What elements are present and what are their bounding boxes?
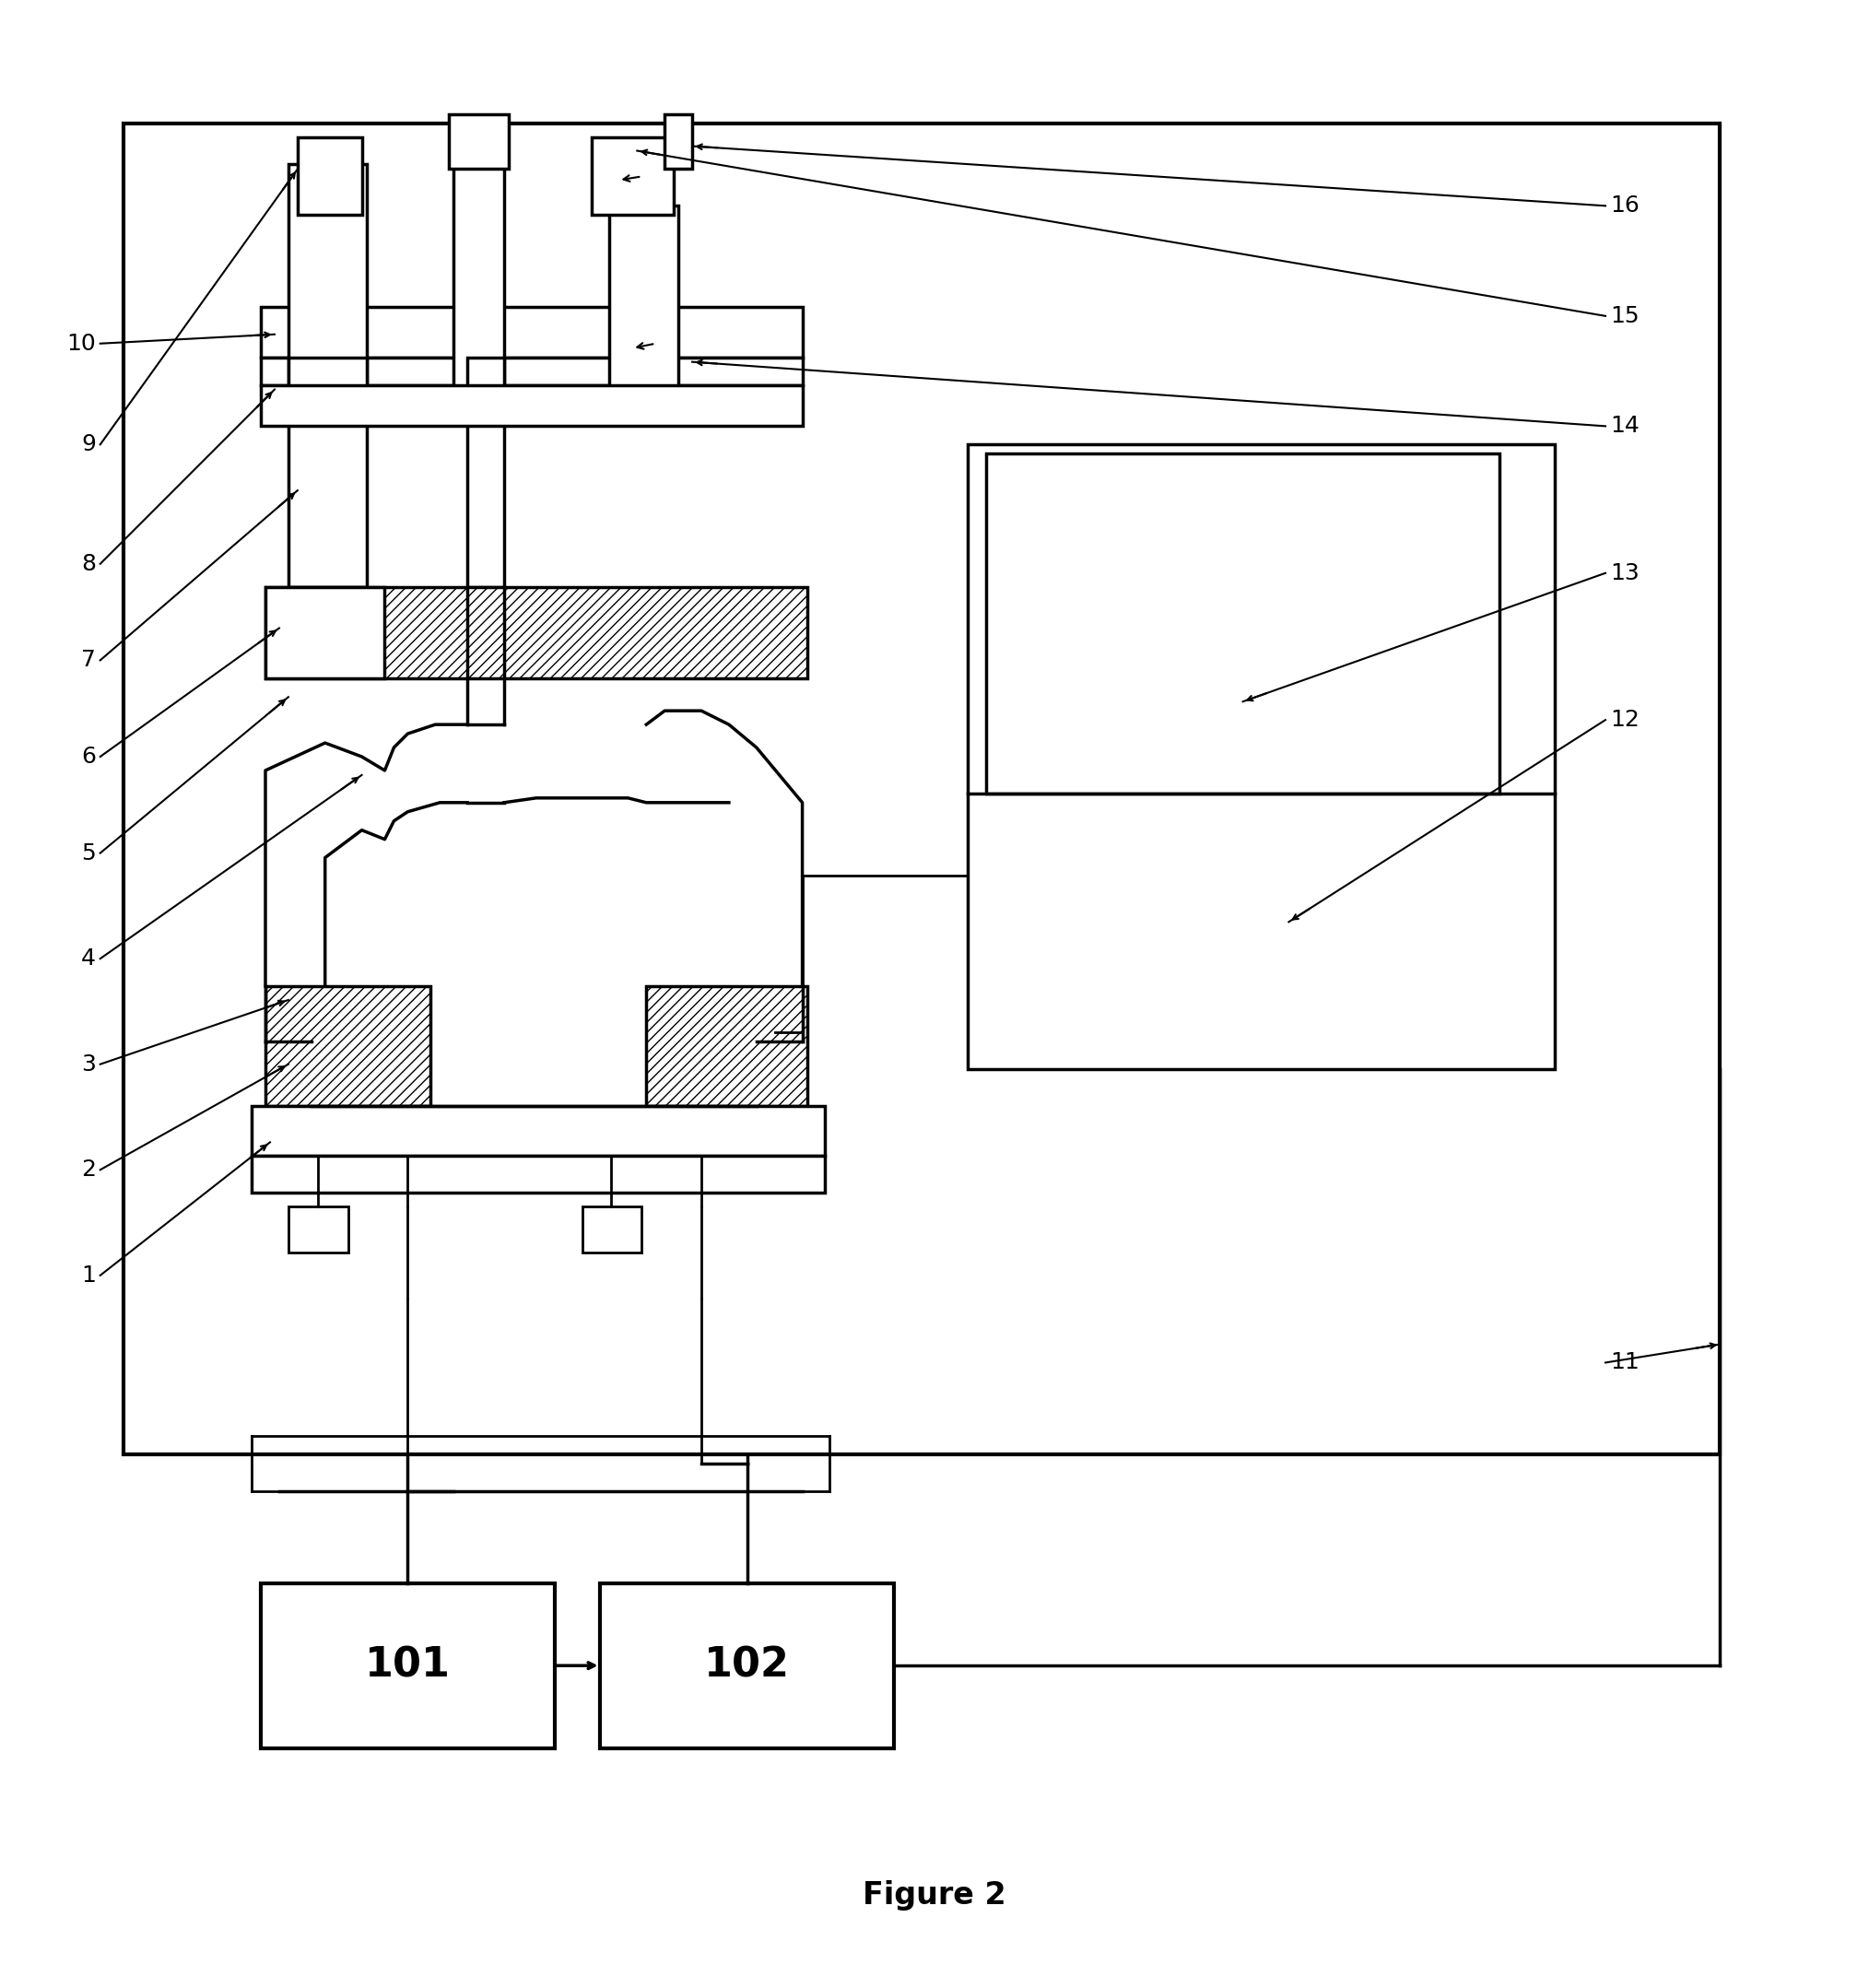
Text: 15: 15 <box>1609 304 1639 328</box>
Text: 101: 101 <box>364 1646 450 1686</box>
Bar <box>262 1582 555 1747</box>
Text: 13: 13 <box>1609 563 1639 584</box>
Bar <box>591 137 675 215</box>
Bar <box>288 358 366 586</box>
Bar <box>581 1207 641 1252</box>
Bar <box>600 1582 893 1747</box>
Text: Figure 2: Figure 2 <box>863 1881 1006 1910</box>
Bar <box>647 986 807 1105</box>
Bar <box>449 113 508 169</box>
Text: 4: 4 <box>80 948 95 970</box>
Text: 5: 5 <box>80 843 95 865</box>
Bar <box>665 113 692 169</box>
Bar <box>262 306 802 358</box>
Bar <box>968 445 1555 1070</box>
Text: 12: 12 <box>1609 710 1639 732</box>
Bar <box>288 165 366 412</box>
Bar <box>123 123 1719 1455</box>
Text: 11: 11 <box>1609 1352 1639 1374</box>
Bar <box>262 386 802 425</box>
Text: 1: 1 <box>80 1264 95 1286</box>
Text: 102: 102 <box>705 1646 791 1686</box>
Bar <box>265 586 385 678</box>
Text: 7: 7 <box>80 650 95 672</box>
Text: 2: 2 <box>80 1159 95 1181</box>
Text: 10: 10 <box>67 332 95 354</box>
Text: 9: 9 <box>80 433 95 455</box>
Bar <box>262 358 802 386</box>
Bar <box>454 165 505 408</box>
Bar <box>288 1207 348 1252</box>
Bar <box>609 207 678 408</box>
Bar <box>297 137 363 215</box>
Bar <box>252 1157 826 1193</box>
Bar <box>265 586 807 678</box>
Bar <box>252 1105 826 1157</box>
Bar <box>985 453 1499 793</box>
Bar <box>467 358 505 586</box>
Text: 14: 14 <box>1609 415 1639 437</box>
Text: 3: 3 <box>80 1054 95 1076</box>
Text: 16: 16 <box>1609 195 1639 217</box>
Text: 6: 6 <box>80 746 95 767</box>
Text: 8: 8 <box>80 553 95 575</box>
Bar <box>265 986 430 1105</box>
